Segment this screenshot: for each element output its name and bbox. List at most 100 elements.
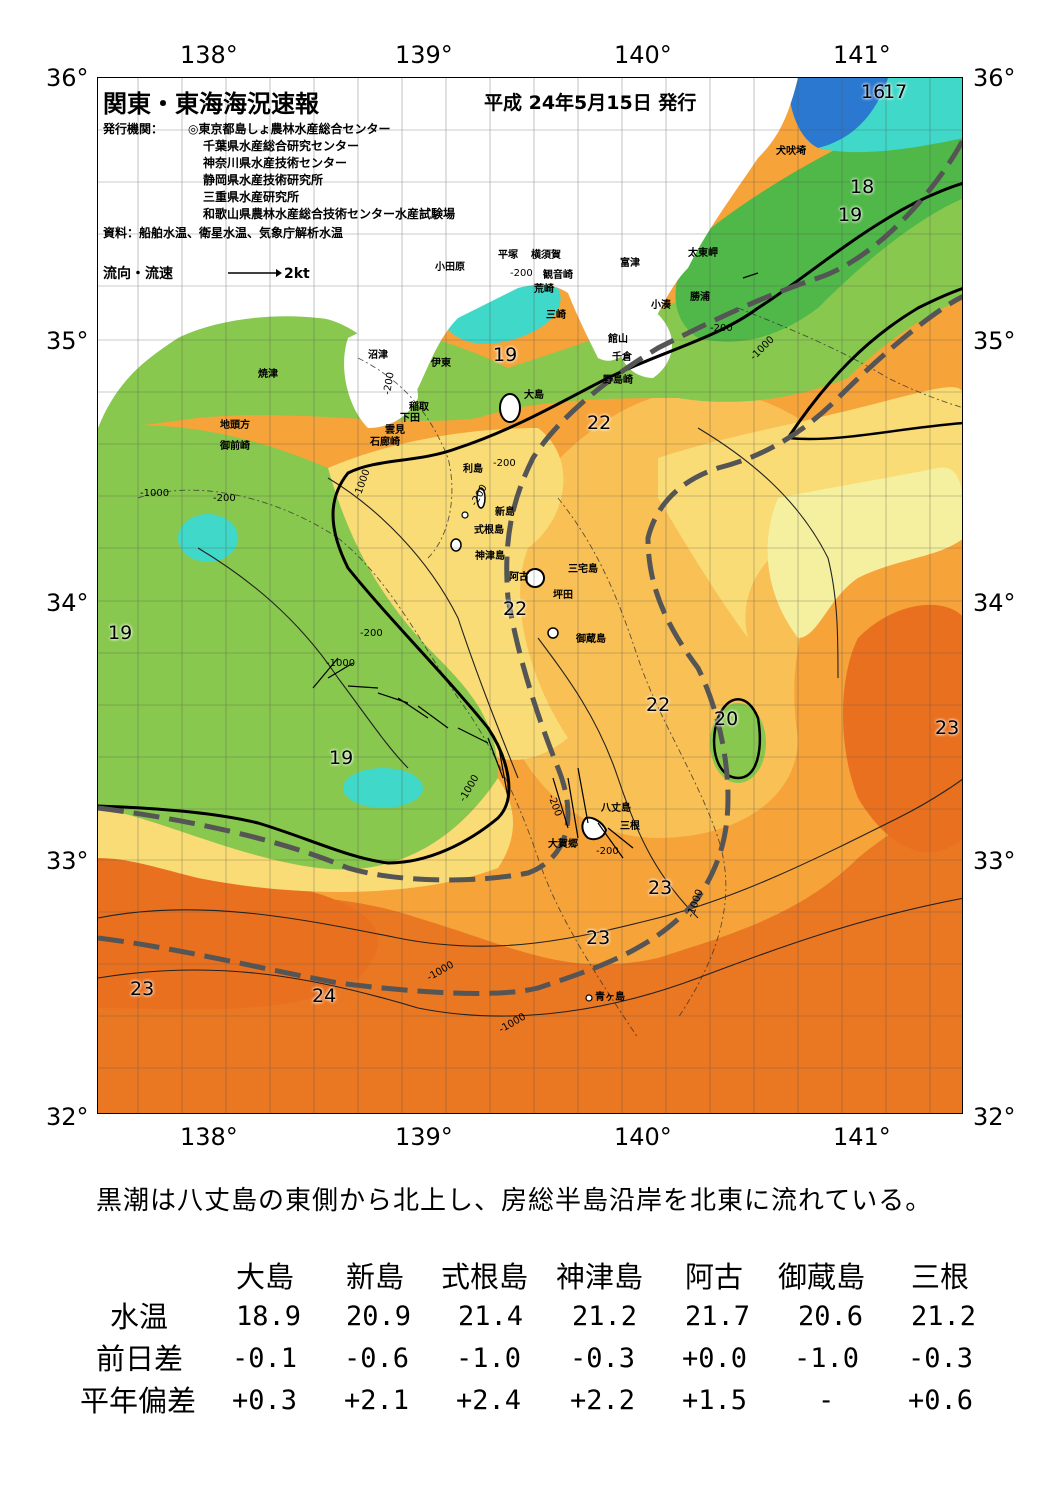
table-cell: 21.4	[458, 1301, 524, 1332]
place-kumomi: 雲見	[385, 425, 405, 436]
place-omaezaki: 御前崎	[220, 441, 250, 452]
temp-label: 17	[883, 81, 908, 103]
station-header: 式根島	[441, 1260, 529, 1294]
table-cell: -	[818, 1385, 835, 1416]
table-cell: 21.2	[911, 1301, 977, 1332]
table-cell: -0.6	[344, 1343, 410, 1374]
place-inatori: 稲取	[409, 402, 429, 413]
zone-24-west	[98, 846, 378, 1010]
lat-label-right-33: 33°	[973, 847, 1016, 875]
publisher-2: 千葉県水産総合研究センター	[203, 139, 360, 153]
island-mikurajima	[547, 627, 559, 639]
legend-speed: 2kt	[284, 266, 310, 282]
publisher-3: 神奈川県水産技術センター	[203, 156, 348, 170]
place-mikurajima: 御蔵島	[576, 634, 606, 645]
lon-label-top-139: 139°	[395, 41, 453, 69]
map-title: 関東・東海海況速報	[103, 90, 319, 118]
depth-label: -1000	[326, 658, 356, 669]
table-cell: +2.1	[344, 1385, 410, 1416]
summary-text: 黒潮は八丈島の東側から北上し、房総半島沿岸を北東に流れている。	[96, 1186, 933, 1216]
temp-label: 22	[587, 412, 612, 434]
lon-label-bottom-139: 139°	[395, 1123, 453, 1151]
kuroshio-east-front	[786, 287, 962, 439]
island-hachijojima	[581, 816, 608, 841]
station-header: 新島	[346, 1260, 405, 1294]
table-cell: 20.6	[798, 1301, 864, 1332]
place-numazu: 沼津	[368, 350, 388, 361]
publisher-4: 静岡県水産技術研究所	[203, 173, 324, 187]
table-cell: 18.9	[236, 1301, 302, 1332]
zone-24-east	[843, 604, 962, 853]
publisher-5: 三重県水産研究所	[203, 190, 300, 204]
depth-contours	[137, 307, 962, 1039]
place-irozaki: 石廊崎	[370, 437, 400, 448]
station-header: 神津島	[556, 1260, 644, 1294]
place-okago: 大賀郷	[548, 839, 578, 850]
depth-label: -200	[510, 268, 533, 279]
isotherm-contours	[98, 427, 962, 1017]
lat-label-right-32: 32°	[973, 1103, 1016, 1131]
publisher-6: 和歌山県農林水産総合技術センター水産試験場	[203, 207, 456, 221]
depth-label: -1000	[140, 488, 170, 499]
depth-label: -200	[710, 323, 733, 334]
issue-date: 平成 24年5月15日 発行	[484, 92, 697, 114]
table-cell: +2.4	[456, 1385, 522, 1416]
table-cell: 20.9	[346, 1301, 412, 1332]
lon-label-bottom-141: 141°	[833, 1123, 891, 1151]
place-hiratsuka: 平塚	[498, 250, 518, 261]
lon-label-top-140: 140°	[614, 41, 672, 69]
place-kozushima: 神津島	[475, 551, 505, 562]
place-ako: 阿古	[509, 572, 529, 583]
place-yaizu: 焼津	[258, 369, 278, 380]
place-jitokata: 地頭方	[220, 420, 250, 431]
lat-label-left-33: 33°	[46, 847, 89, 875]
place-aogashima: 青ヶ島	[595, 992, 625, 1003]
publisher-1: ◎東京都島しょ農林水産総合センター	[188, 122, 391, 136]
island-aogashima	[585, 994, 593, 1002]
depth-label: -200	[493, 458, 516, 469]
place-toshima: 利島	[463, 464, 483, 475]
lat-label-left-34: 34°	[46, 589, 89, 617]
lat-label-right-35: 35°	[973, 327, 1016, 355]
place-misaki: 三崎	[546, 310, 566, 321]
table-cell: +0.0	[682, 1343, 748, 1374]
sea-temperature-map: 関東・東海海況速報 平成 24年5月15日 発行 発行機関： ◎東京都島しょ農林…	[97, 77, 963, 1114]
zone-20-east	[767, 467, 962, 638]
legend-label: 流向・流速	[103, 266, 173, 282]
place-odawara: 小田原	[435, 262, 465, 273]
depth-label: -200	[213, 493, 236, 504]
place-hachijojima: 八丈島	[601, 803, 631, 814]
legend-arrow-icon	[228, 269, 282, 277]
temp-label: 23	[648, 877, 673, 899]
lat-label-left-36: 36°	[46, 64, 89, 92]
table-cell: -1.0	[456, 1343, 522, 1374]
temp-label: 19	[108, 622, 133, 644]
temp-label: 23	[935, 717, 960, 739]
station-header: 三根	[911, 1260, 970, 1294]
zone-21-ridge	[328, 428, 568, 760]
kuroshio-eddy-ring	[712, 698, 762, 780]
row-label-water-temp: 水温	[110, 1300, 169, 1334]
publisher-label: 発行機関：	[103, 122, 164, 136]
place-taitomisaki: 太東岬	[688, 248, 718, 259]
place-oshima: 大島	[524, 390, 544, 401]
temp-label: 22	[646, 694, 671, 716]
island-niijima	[476, 487, 486, 509]
place-tsubota: 坪田	[553, 590, 573, 601]
island-kozushima	[450, 538, 462, 552]
place-arasaki: 荒崎	[534, 284, 554, 295]
depth-label: -200	[596, 846, 619, 857]
temp-label: 20	[714, 708, 739, 730]
temp-label: 19	[493, 344, 518, 366]
station-header: 大島	[236, 1260, 295, 1294]
temp-label: 16	[861, 81, 886, 103]
data-source: 資料：船舶水温、衛星水温、気象庁解析水温	[103, 226, 344, 240]
place-chikura: 千倉	[612, 352, 632, 363]
island-miyakejima	[525, 568, 545, 588]
cold-pool-west	[178, 514, 238, 562]
lat-label-right-36: 36°	[973, 64, 1016, 92]
table-cell: +1.5	[682, 1385, 748, 1416]
kuroshio-axis	[98, 182, 962, 865]
place-shikinejima: 式根島	[474, 525, 504, 536]
place-ito: 伊東	[431, 358, 451, 369]
